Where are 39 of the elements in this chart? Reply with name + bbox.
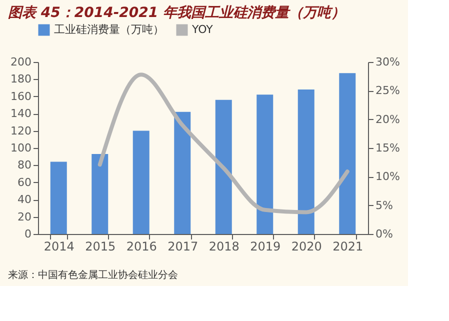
y-tick-label: 180 [10,72,32,86]
x-tick-label: 2019 [250,240,281,254]
y2-tick-label: 5% [376,198,393,212]
chart-title: 图表 45：2014-2021 年我国工业硅消费量（万吨） [8,5,345,21]
bar [215,100,232,234]
y2-tick-label: 15% [376,142,400,154]
y-tick-label: 80 [18,158,32,172]
y2-tick-label: 25% [376,84,400,98]
y-tick-label: 160 [10,90,32,103]
bar [92,154,108,234]
y-tick-label: 0 [24,228,32,240]
bar [174,112,191,234]
x-tick-label: 2014 [44,240,74,254]
y-tick-label: 20 [18,210,32,224]
source-note: 来源：中国有色金属工业协会硅业分会 [8,269,178,281]
x-tick-label: 2015 [85,240,116,254]
x-tick-label: 2020 [291,240,322,254]
y-tick-label: 140 [10,107,32,120]
y-tick-label: 100 [10,142,32,154]
y-tick-label: 200 [10,56,32,68]
bar [256,94,274,234]
y2-tick-label: 30% [376,56,400,68]
x-tick-label: 2017 [168,240,198,254]
y2-tick-label: 20% [376,112,400,126]
bar [132,130,150,234]
y-tick-label: 60 [18,176,32,189]
bar [50,162,67,234]
legend-label: 工业硅消费量（万吨） [54,23,164,36]
y-tick-label: 40 [18,193,32,206]
bar [298,90,314,234]
x-tick-label: 2018 [208,240,240,254]
legend-label: YOY [191,23,214,36]
y-tick-label: 120 [10,124,32,138]
y2-tick-label: 10% [376,170,400,184]
x-tick-label: 2016 [126,240,157,254]
line-series [98,72,350,214]
y2-tick-label: 0% [376,228,393,240]
bar [339,73,356,234]
x-tick-label: 2021 [332,240,364,254]
